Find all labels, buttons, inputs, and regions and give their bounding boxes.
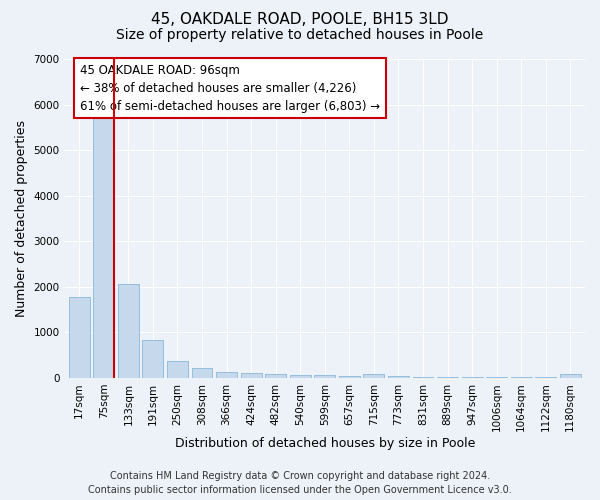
Bar	[364, 374, 385, 378]
Bar	[461, 377, 482, 378]
Text: Contains HM Land Registry data © Crown copyright and database right 2024.
Contai: Contains HM Land Registry data © Crown c…	[88, 471, 512, 495]
Bar	[339, 376, 360, 378]
Bar	[69, 297, 90, 378]
Bar	[241, 373, 262, 378]
Text: 45, OAKDALE ROAD, POOLE, BH15 3LD: 45, OAKDALE ROAD, POOLE, BH15 3LD	[151, 12, 449, 28]
Bar	[486, 377, 507, 378]
Bar	[388, 376, 409, 378]
Bar	[413, 376, 433, 378]
Bar	[290, 374, 311, 378]
Bar	[142, 340, 163, 378]
Text: Size of property relative to detached houses in Poole: Size of property relative to detached ho…	[116, 28, 484, 42]
Bar	[167, 360, 188, 378]
X-axis label: Distribution of detached houses by size in Poole: Distribution of detached houses by size …	[175, 437, 475, 450]
Bar	[94, 114, 114, 378]
Bar	[118, 284, 139, 378]
Y-axis label: Number of detached properties: Number of detached properties	[15, 120, 28, 317]
Bar	[437, 377, 458, 378]
Bar	[265, 374, 286, 378]
Bar	[216, 372, 237, 378]
Text: 45 OAKDALE ROAD: 96sqm
← 38% of detached houses are smaller (4,226)
61% of semi-: 45 OAKDALE ROAD: 96sqm ← 38% of detached…	[80, 64, 380, 112]
Bar	[191, 368, 212, 378]
Bar	[314, 376, 335, 378]
Bar	[560, 374, 581, 378]
